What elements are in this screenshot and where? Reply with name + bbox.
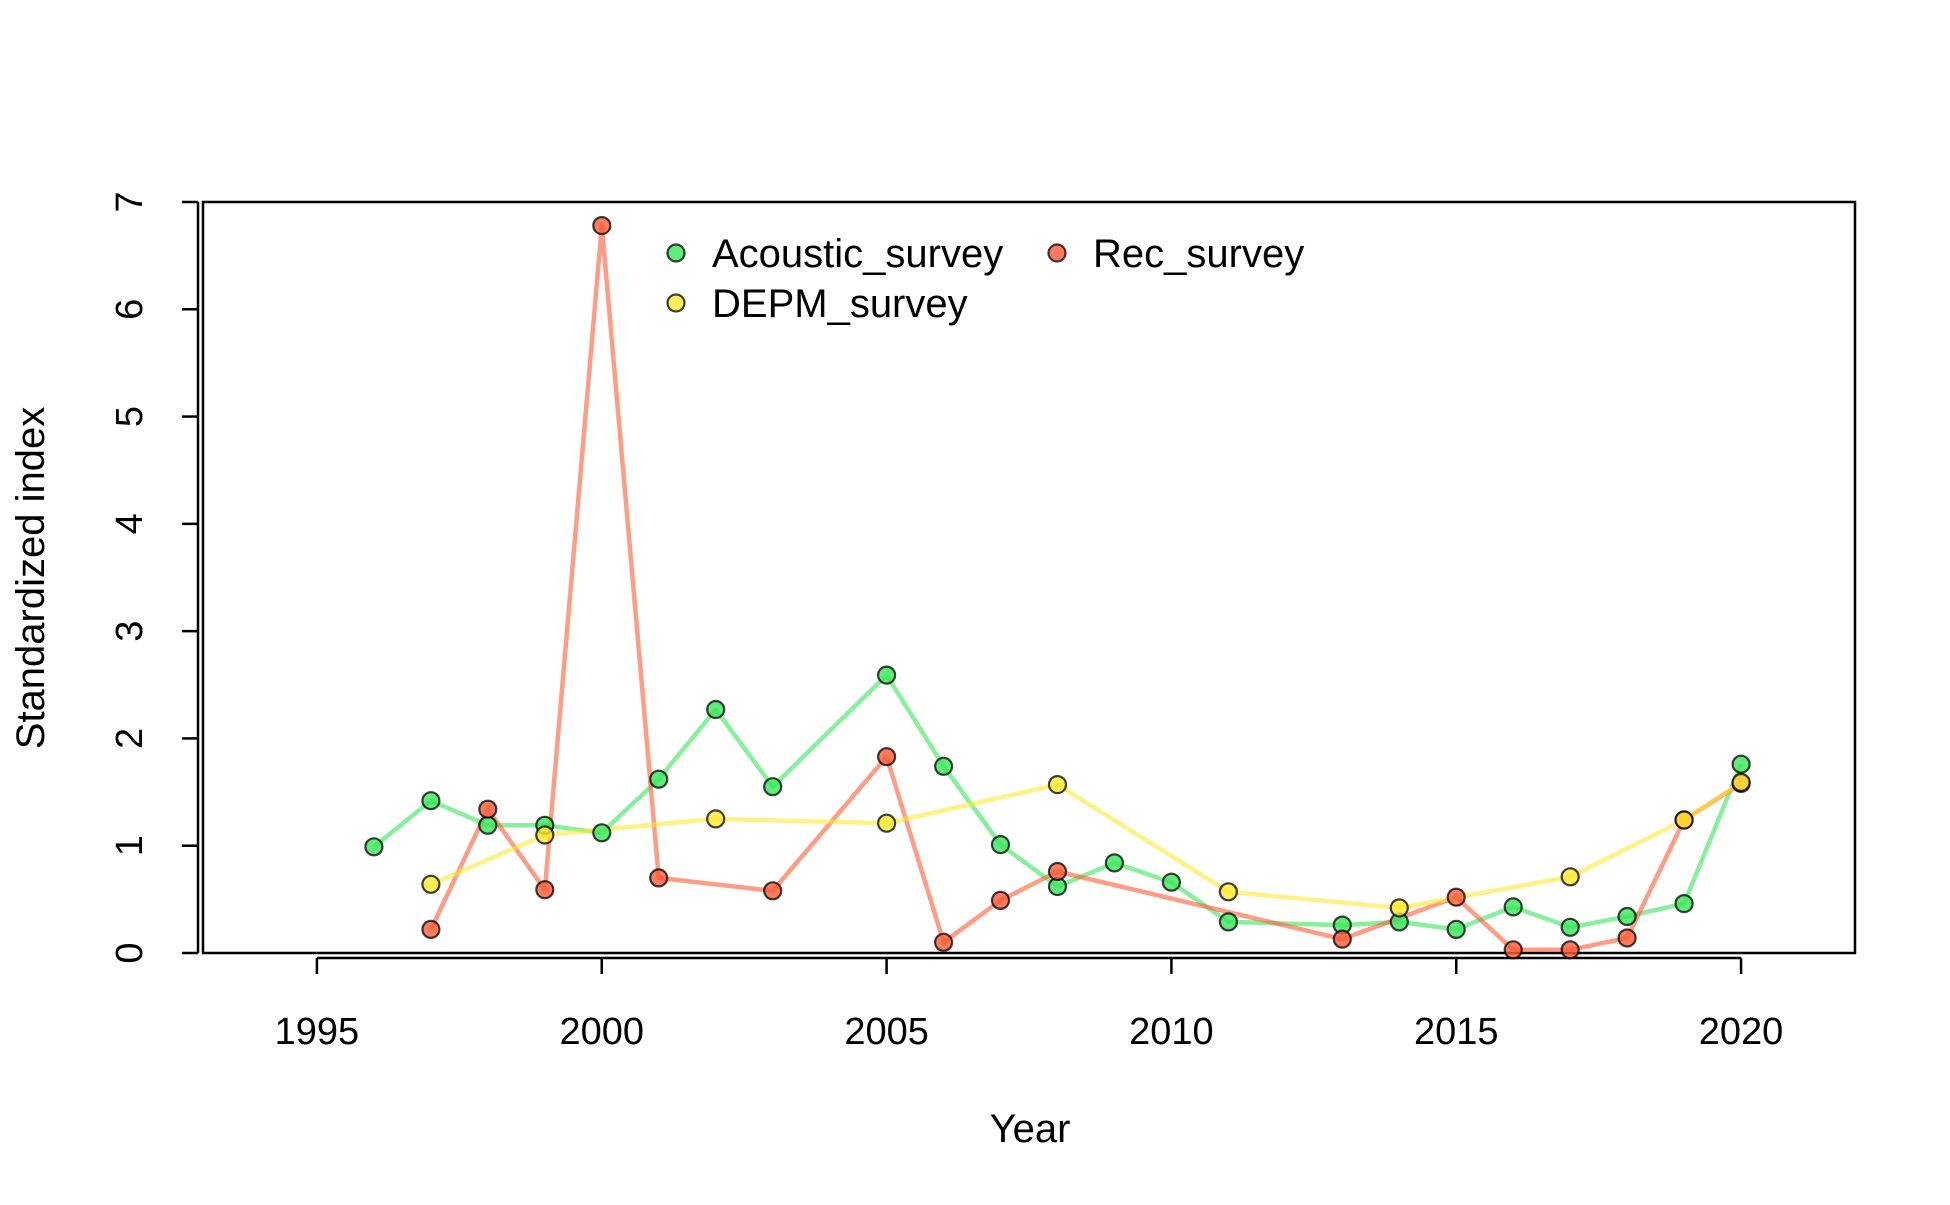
data-point [1560, 917, 1580, 937]
data-point [1560, 940, 1580, 960]
legend-marker [1047, 243, 1067, 263]
data-point [876, 665, 897, 685]
plot-frame [201, 200, 1857, 955]
x-tick-label: 2010 [1129, 1011, 1214, 1053]
data-point [535, 825, 555, 845]
data-point [1047, 861, 1068, 882]
data-point [1731, 754, 1751, 774]
data-point [763, 881, 783, 901]
y-tick-label: 3 [109, 621, 151, 642]
data-point [1731, 772, 1751, 793]
x-tick-label: 1995 [275, 1011, 360, 1053]
axes-layer: 1995 2000 2005 2010 2015 2020 0 1 2 3 4 5 6 7 [109, 191, 1857, 1053]
data-point [1389, 898, 1409, 918]
data-point [1503, 897, 1523, 917]
data-point [649, 769, 669, 789]
x-tick-label: 2005 [844, 1011, 929, 1053]
data-point [933, 932, 954, 952]
data-point [1218, 912, 1239, 932]
y-tick-label: 2 [109, 728, 151, 749]
data-point [990, 890, 1011, 911]
data-point [1446, 919, 1466, 940]
y-tick-label: 0 [109, 942, 151, 963]
data-point [649, 868, 669, 888]
y-tick-label: 7 [109, 191, 151, 212]
x-tick-label: 2000 [559, 1011, 644, 1053]
data-point [1674, 893, 1694, 914]
data-point [364, 837, 384, 857]
data-point [592, 823, 612, 843]
data-point [763, 777, 783, 797]
legend-marker [666, 293, 686, 313]
points-layer [364, 216, 1751, 960]
data-point [1674, 810, 1694, 830]
data-point [1104, 853, 1125, 873]
data-point [1617, 928, 1637, 948]
data-point [421, 919, 441, 940]
data-point [1617, 906, 1637, 927]
data-point [478, 799, 498, 819]
data-point [1446, 887, 1466, 907]
data-point [706, 809, 726, 829]
y-axis-title: Standardized index [9, 407, 53, 749]
data-point [1503, 940, 1523, 960]
data-point [535, 880, 555, 900]
y-tick-label: 1 [109, 835, 151, 856]
data-point [876, 813, 897, 833]
data-point [1218, 882, 1239, 902]
data-point [1047, 774, 1068, 795]
data-point [876, 747, 897, 767]
x-tick-label: 2015 [1414, 1011, 1499, 1053]
data-point [990, 834, 1011, 855]
data-point [1560, 867, 1580, 887]
y-tick-label: 6 [109, 299, 151, 320]
data-point [421, 874, 441, 894]
legend-label: Rec_survey [1093, 232, 1304, 276]
legend-marker [666, 243, 686, 263]
legend: Acoustic_survey Rec_survey DEPM_survey [666, 232, 1304, 326]
data-point [933, 756, 954, 776]
x-tick-label: 2020 [1699, 1011, 1784, 1053]
y-tick-label: 4 [109, 513, 151, 534]
legend-label: Acoustic_survey [712, 232, 1003, 276]
data-point [478, 815, 498, 835]
y-tick-label: 5 [109, 406, 151, 427]
data-point [421, 791, 441, 811]
data-point [1161, 872, 1182, 892]
data-point [706, 699, 726, 720]
series-line-depm-survey [430, 780, 1743, 911]
x-axis-title: Year [990, 1107, 1071, 1151]
data-point [1332, 929, 1352, 949]
legend-label: DEPM_survey [712, 282, 968, 326]
data-point [592, 216, 612, 236]
